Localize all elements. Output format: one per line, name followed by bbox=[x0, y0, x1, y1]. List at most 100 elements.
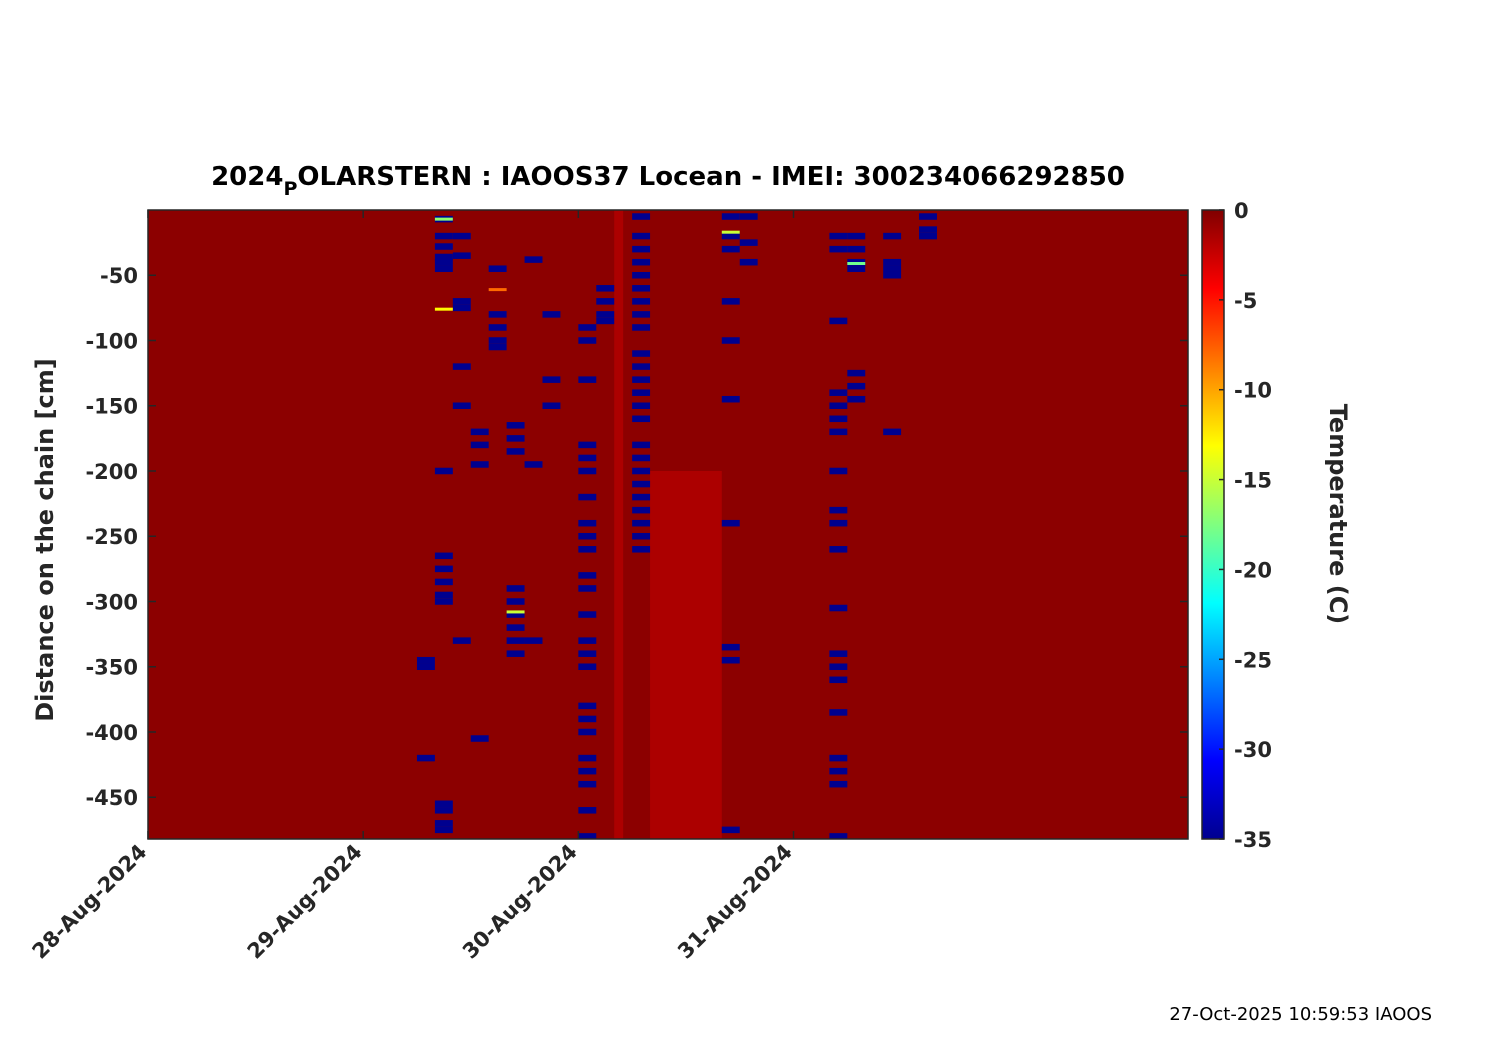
cold-cell bbox=[632, 285, 651, 292]
cold-cell bbox=[470, 441, 489, 449]
cold-cell bbox=[632, 454, 651, 462]
cold-cell bbox=[829, 506, 848, 514]
cold-cell bbox=[578, 767, 597, 775]
cold-cell bbox=[632, 245, 651, 253]
cold-cell bbox=[452, 232, 471, 240]
cold-cell bbox=[883, 265, 902, 272]
cold-cell bbox=[578, 728, 597, 736]
cold-cell bbox=[829, 754, 848, 762]
cold-cell bbox=[506, 448, 525, 455]
cold-cell bbox=[416, 663, 435, 671]
cold-cell bbox=[434, 243, 453, 250]
cold-cell bbox=[578, 441, 597, 449]
cold-cell bbox=[578, 807, 597, 814]
cold-cell bbox=[578, 546, 597, 553]
cold-cell bbox=[488, 324, 507, 331]
plot-frame bbox=[147, 209, 1189, 840]
cold-cell bbox=[721, 656, 740, 664]
cold-cell bbox=[721, 298, 740, 305]
cold-cell bbox=[829, 317, 848, 325]
cold-cell bbox=[596, 298, 615, 305]
cold-cell bbox=[829, 833, 848, 839]
cold-cell bbox=[739, 239, 758, 246]
cold-cell bbox=[434, 800, 453, 808]
colorbar-label: Temperature (C) bbox=[1324, 404, 1352, 625]
cold-cell bbox=[721, 395, 740, 403]
cold-cell bbox=[524, 461, 543, 468]
cold-cell bbox=[632, 480, 651, 488]
warm-bands bbox=[614, 210, 722, 839]
warm-streak bbox=[721, 230, 740, 234]
cold-cell bbox=[434, 467, 453, 475]
cold-cell bbox=[506, 611, 525, 618]
cold-cell bbox=[506, 435, 525, 442]
y-axis-label: Distance on the chain [cm] bbox=[31, 358, 59, 722]
cold-cell bbox=[883, 271, 902, 279]
cold-cell bbox=[632, 350, 651, 357]
cold-cell bbox=[542, 376, 561, 383]
cold-cell bbox=[470, 735, 489, 742]
x-tick-label: 30-Aug-2024 bbox=[458, 840, 582, 964]
colorbar-tick-label: -35 bbox=[1234, 828, 1272, 852]
cold-cell bbox=[452, 298, 471, 305]
y-tick-label: -400 bbox=[85, 721, 138, 745]
cold-cell bbox=[829, 467, 848, 475]
cold-cell bbox=[416, 754, 435, 762]
cold-cell bbox=[578, 519, 597, 527]
cold-cell bbox=[632, 519, 651, 527]
cold-cell bbox=[632, 324, 651, 331]
y-tick-label: -100 bbox=[85, 329, 138, 353]
cold-cell bbox=[739, 213, 758, 220]
colorbar-tick-label: -5 bbox=[1234, 289, 1257, 313]
x-tick-label: 31-Aug-2024 bbox=[673, 840, 797, 964]
cold-cell bbox=[847, 395, 866, 403]
cold-cell bbox=[632, 311, 651, 318]
cold-cell bbox=[434, 565, 453, 573]
warm-streak bbox=[847, 262, 866, 266]
cold-cell bbox=[847, 369, 866, 377]
plot-area bbox=[148, 210, 1188, 839]
cold-cell bbox=[434, 552, 453, 560]
cold-cell bbox=[578, 754, 597, 762]
cold-cell bbox=[632, 467, 651, 475]
cold-cell bbox=[829, 428, 848, 436]
cold-cell bbox=[721, 245, 740, 253]
cold-cell bbox=[434, 598, 453, 605]
cold-cell bbox=[506, 422, 525, 429]
warm-streak bbox=[506, 610, 525, 614]
cold-cell bbox=[434, 820, 453, 827]
y-tick-label: -450 bbox=[85, 786, 138, 810]
cold-cell bbox=[632, 546, 651, 553]
cold-cell bbox=[632, 232, 651, 240]
chart-title: 2024POLARSTERN : IAOOS37 Locean - IMEI: … bbox=[211, 162, 1125, 200]
cold-cell bbox=[632, 258, 651, 266]
cold-cell bbox=[721, 643, 740, 651]
cold-cell bbox=[578, 702, 597, 710]
cold-cell bbox=[919, 226, 937, 233]
cold-cell bbox=[632, 363, 651, 370]
cold-cell bbox=[578, 532, 597, 540]
warm-streak bbox=[434, 217, 453, 221]
y-tick-label: -250 bbox=[85, 525, 138, 549]
cold-cell bbox=[883, 258, 902, 266]
footer-timestamp: 27-Oct-2025 10:59:53 IAOOS bbox=[1169, 1004, 1432, 1025]
y-tick-label: -350 bbox=[85, 656, 138, 680]
cold-cell bbox=[632, 376, 651, 383]
warm-band bbox=[650, 470, 722, 839]
cold-cell bbox=[578, 467, 597, 475]
cold-cell bbox=[829, 650, 848, 657]
title-main: 2024 bbox=[211, 162, 283, 192]
cold-cell bbox=[596, 317, 615, 325]
colorbar-tick-label: -10 bbox=[1234, 379, 1272, 403]
cold-cell bbox=[434, 265, 453, 272]
cold-cell bbox=[721, 337, 740, 344]
cold-cell bbox=[883, 428, 902, 436]
cold-cell bbox=[829, 780, 848, 788]
cold-cell bbox=[488, 343, 507, 351]
cold-cell bbox=[470, 428, 489, 436]
cold-cell bbox=[542, 311, 561, 318]
cold-cell bbox=[578, 637, 597, 644]
y-tick-label: -150 bbox=[85, 395, 138, 419]
colorbar bbox=[1201, 209, 1225, 840]
cold-cell bbox=[739, 258, 758, 266]
